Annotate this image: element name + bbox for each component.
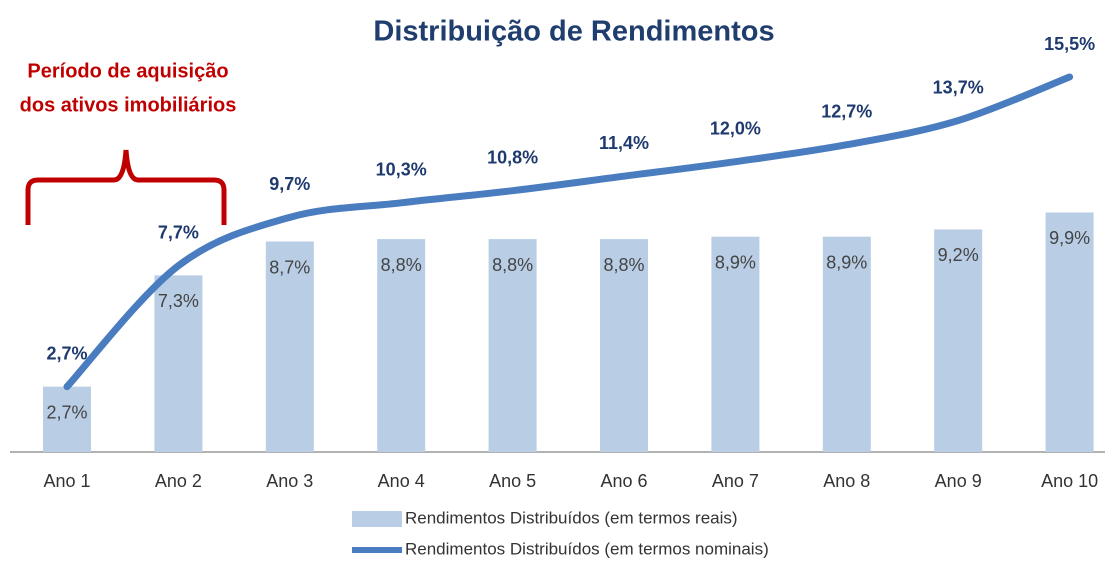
bar-label: 8,8% <box>492 255 533 275</box>
bar-label: 8,7% <box>269 257 310 277</box>
bar-label: 7,3% <box>158 291 199 311</box>
bar-label: 9,2% <box>938 245 979 265</box>
bar <box>822 236 871 452</box>
line-label: 10,3% <box>376 160 427 180</box>
bar <box>265 241 314 452</box>
bar <box>1045 212 1094 452</box>
bar-label: 2,7% <box>46 402 87 422</box>
legend-label: Rendimentos Distribuídos (em termos nomi… <box>405 539 769 558</box>
bar-label: 8,8% <box>603 255 644 275</box>
legend-swatch <box>352 511 402 527</box>
x-tick-label: Ano 7 <box>712 471 759 491</box>
annotation: dos ativos imobiliários <box>20 94 237 116</box>
x-tick-label: Ano 3 <box>266 471 313 491</box>
line-label: 12,0% <box>710 118 761 138</box>
line-label: 11,4% <box>599 133 649 153</box>
x-tick-label: Ano 8 <box>823 471 870 491</box>
annotation: Período de aquisição <box>27 60 228 82</box>
line-label: 7,7% <box>158 222 199 242</box>
bar-label: 8,8% <box>381 255 422 275</box>
line-label: 15,5% <box>1044 34 1095 54</box>
chart-title: Distribuição de Rendimentos <box>373 16 774 48</box>
x-tick-label: Ano 2 <box>155 471 202 491</box>
x-tick-label: Ano 4 <box>378 471 425 491</box>
bar-label: 8,9% <box>715 252 756 272</box>
line-label: 10,8% <box>487 147 538 167</box>
line-label: 12,7% <box>821 101 872 121</box>
bar <box>154 275 203 452</box>
x-tick-label: Ano 10 <box>1041 471 1098 491</box>
x-tick-label: Ano 5 <box>489 471 536 491</box>
bar-label: 9,9% <box>1049 228 1090 248</box>
bar <box>934 229 983 452</box>
legend-label: Rendimentos Distribuídos (em termos reai… <box>405 508 738 527</box>
bar-label: 8,9% <box>826 252 867 272</box>
bar <box>43 386 91 452</box>
line-label: 13,7% <box>933 77 984 97</box>
x-tick-label: Ano 9 <box>935 471 982 491</box>
x-tick-label: Ano 1 <box>43 471 90 491</box>
bar <box>600 239 648 452</box>
brace <box>25 149 227 225</box>
x-tick-label: Ano 6 <box>600 471 647 491</box>
line-label: 2,7% <box>46 343 87 363</box>
line <box>63 73 1074 391</box>
bar <box>377 239 426 452</box>
bar <box>488 239 537 452</box>
line-label: 9,7% <box>269 174 310 194</box>
bar <box>711 236 760 452</box>
